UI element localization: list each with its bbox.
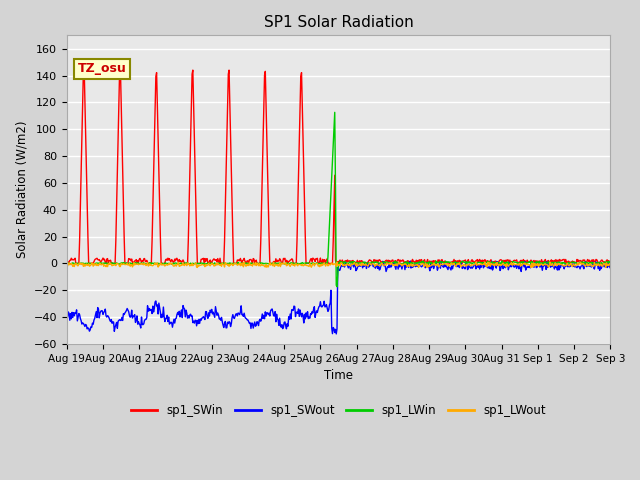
- sp1_LWin: [537, 261, 545, 266]
- Line: sp1_LWout: sp1_LWout: [67, 262, 611, 267]
- sp1_LWin: [607, 259, 615, 264]
- sp1_LWin: [477, 260, 484, 265]
- sp1_SWin: [182, 261, 190, 266]
- sp1_LWin: [331, 109, 339, 115]
- sp1_SWout: [537, 261, 545, 266]
- sp1_LWout: [536, 263, 544, 268]
- sp1_SWout: [607, 264, 615, 269]
- sp1_SWout: [476, 266, 483, 272]
- sp1_SWin: [116, 63, 124, 69]
- sp1_LWin: [604, 259, 611, 265]
- sp1_LWout: [299, 263, 307, 269]
- sp1_SWout: [488, 258, 495, 264]
- sp1_SWin: [205, 259, 213, 264]
- Line: sp1_SWout: sp1_SWout: [67, 261, 611, 334]
- sp1_SWout: [332, 331, 340, 337]
- sp1_LWin: [298, 260, 306, 265]
- Title: SP1 Solar Radiation: SP1 Solar Radiation: [264, 15, 413, 30]
- sp1_SWout: [298, 311, 306, 316]
- sp1_LWout: [180, 263, 188, 268]
- Legend: sp1_SWin, sp1_SWout, sp1_LWin, sp1_LWout: sp1_SWin, sp1_SWout, sp1_LWin, sp1_LWout: [126, 399, 551, 421]
- sp1_LWout: [476, 262, 483, 267]
- sp1_LWin: [180, 260, 188, 266]
- sp1_LWout: [607, 261, 615, 267]
- sp1_SWout: [204, 315, 212, 321]
- sp1_SWin: [72, 261, 79, 266]
- sp1_LWin: [333, 284, 341, 289]
- sp1_SWin: [63, 255, 70, 261]
- sp1_LWin: [204, 260, 212, 266]
- sp1_SWout: [63, 315, 70, 321]
- sp1_LWout: [63, 262, 70, 267]
- sp1_SWout: [604, 264, 611, 270]
- sp1_SWin: [604, 257, 611, 263]
- sp1_LWout: [193, 264, 201, 270]
- sp1_SWin: [300, 168, 308, 174]
- sp1_LWout: [546, 259, 554, 265]
- sp1_SWout: [180, 306, 188, 312]
- sp1_LWout: [205, 261, 212, 266]
- sp1_LWout: [604, 263, 611, 268]
- Y-axis label: Solar Radiation (W/m2): Solar Radiation (W/m2): [15, 121, 28, 258]
- sp1_SWin: [537, 259, 545, 265]
- sp1_SWin: [477, 260, 484, 266]
- Text: TZ_osu: TZ_osu: [77, 62, 126, 75]
- sp1_SWin: [607, 257, 615, 263]
- Line: sp1_LWin: sp1_LWin: [67, 112, 611, 287]
- sp1_LWin: [63, 261, 70, 266]
- X-axis label: Time: Time: [324, 369, 353, 382]
- Line: sp1_SWin: sp1_SWin: [67, 66, 611, 264]
